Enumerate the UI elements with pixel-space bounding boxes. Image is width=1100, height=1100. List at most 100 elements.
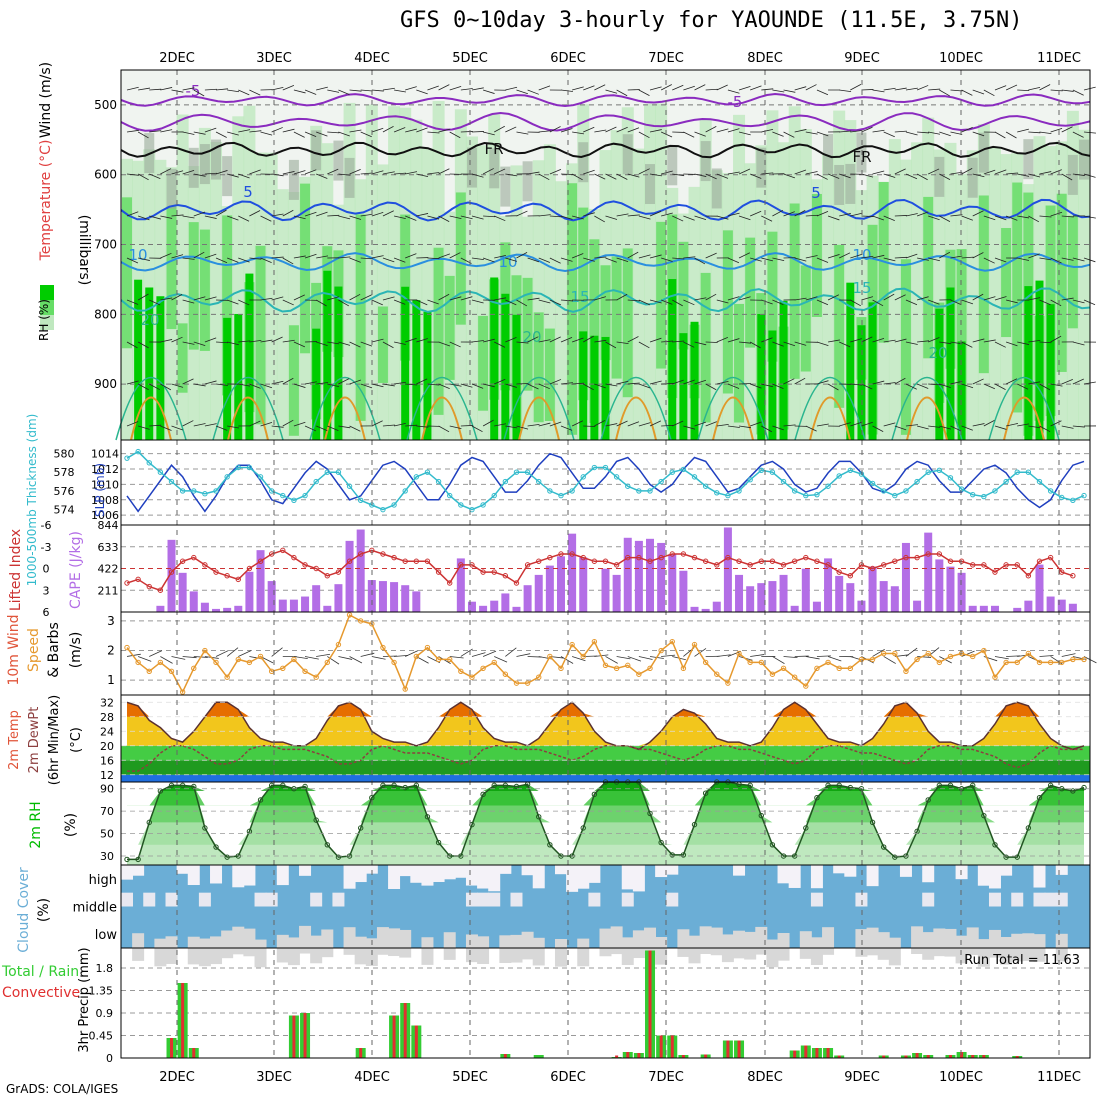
wind-barb (360, 294, 372, 301)
rh2m-line-point (357, 825, 364, 831)
cloud-clear-low (822, 927, 835, 955)
day-label-bottom: 5DEC (452, 1070, 488, 1085)
wind-barb-10m (816, 655, 831, 657)
thickness-line-point (981, 493, 987, 500)
rh-shade-mid (834, 244, 845, 408)
cloud-clear-low (777, 932, 790, 961)
cape-bar (824, 558, 833, 612)
wind-speed-line-point (357, 618, 364, 624)
lifted-index-line-point (302, 562, 308, 568)
thickness-line-point (480, 502, 486, 508)
cloud-clear-high (866, 865, 879, 887)
wind-barb (204, 172, 217, 175)
day-label-top: 8DEC (747, 51, 783, 66)
precip-convective-bar (793, 1050, 797, 1058)
wind-speed-line-point (402, 686, 408, 692)
cape-bar (612, 574, 621, 612)
rh2m-line-point (847, 784, 854, 791)
wind-barb (304, 381, 317, 385)
day-label-top: 6DEC (550, 51, 586, 66)
wind-barb (471, 87, 484, 91)
wind-barb (827, 173, 840, 179)
wind-barb (583, 85, 595, 91)
wind-barb (126, 257, 139, 264)
thickness-line-point (636, 488, 642, 494)
wind-barb (549, 126, 561, 133)
wind-barb (382, 341, 394, 349)
rh2m-line-point (814, 795, 820, 801)
wind-barb (983, 89, 995, 97)
thickness-line-point (970, 491, 976, 498)
temperature-legend-label: Temperature (°C) (38, 140, 54, 262)
precip-convective-label: Convective (2, 985, 80, 1001)
wind-barb-10m (371, 656, 386, 660)
cloud-clear-low (477, 936, 490, 964)
cloud-clear-high (132, 865, 145, 876)
precip-convective-bar (626, 1052, 630, 1058)
wind-barb (438, 383, 450, 389)
wind-barb-10m (917, 656, 932, 658)
cloud-clear-low (744, 931, 757, 960)
cloud-clear-high (532, 865, 545, 889)
wind-barb (1017, 173, 1030, 177)
wind-barb (549, 421, 562, 427)
rh2m-line-point (213, 844, 219, 850)
cloud-clear-middle (1055, 892, 1068, 907)
day-label-top: 4DEC (354, 51, 390, 66)
cloud-clear-high (554, 865, 567, 875)
wind-barb-10m (505, 647, 517, 657)
wind-barb (138, 257, 150, 261)
wind-barb (961, 215, 973, 221)
wind-barb-10m (571, 656, 586, 662)
wind-barb (327, 296, 339, 301)
cape-bar (779, 574, 788, 612)
wind-speed-line-point (569, 641, 575, 648)
wind-barb (694, 131, 706, 137)
wind-barb (916, 173, 928, 181)
wind-barb (761, 215, 773, 222)
precip-convective-bar (303, 1013, 307, 1058)
wind-barb (750, 85, 762, 91)
isotherm-20 (697, 377, 769, 441)
wind-barb (916, 296, 929, 301)
wind-barb-10m (872, 649, 885, 657)
isotherm-freezing (120, 141, 1091, 159)
thickness-line-point (1025, 469, 1032, 475)
wind-speed-line-point (435, 656, 442, 663)
cloud-clear-high (299, 865, 312, 876)
wind-barb-10m (316, 653, 331, 657)
wind-barb (215, 425, 228, 431)
cloud-clear-low (933, 928, 946, 957)
cape-bar (657, 542, 666, 612)
cloud-clear-middle (988, 892, 1001, 907)
rh-shade-dark (579, 331, 588, 440)
lifted-index-line-point (892, 558, 898, 564)
wind-barb (772, 383, 784, 390)
wind-speed-line-point (780, 665, 787, 672)
wind-barb (750, 257, 762, 262)
wind-barb (449, 215, 462, 219)
slp-tick-label: 1010 (91, 478, 119, 491)
wind-barb (1050, 383, 1063, 387)
thickness-line-point (491, 492, 497, 499)
day-label-bottom: 2DEC (159, 1070, 195, 1085)
wind-barb (917, 131, 930, 134)
lifted-index-line-point (447, 580, 453, 586)
wind-barb (471, 383, 484, 389)
lifted-index-line-point (124, 580, 130, 586)
wind-barb (917, 340, 930, 343)
cape-bar (167, 539, 176, 612)
wind-barb-10m (627, 656, 642, 662)
wind-speed-line-point (346, 612, 353, 618)
lifted-index-line-point (558, 551, 564, 557)
cloud-clear-low (977, 939, 990, 967)
wind-barb (1006, 423, 1018, 427)
cloud-clear-high (922, 865, 935, 883)
wind-barb-10m (560, 656, 574, 664)
wind-barb (494, 297, 507, 301)
rh2m-line-point (369, 795, 375, 801)
wind-barb (627, 336, 639, 343)
day-label-bottom: 4DEC (354, 1070, 390, 1085)
wind-barb (215, 131, 227, 138)
